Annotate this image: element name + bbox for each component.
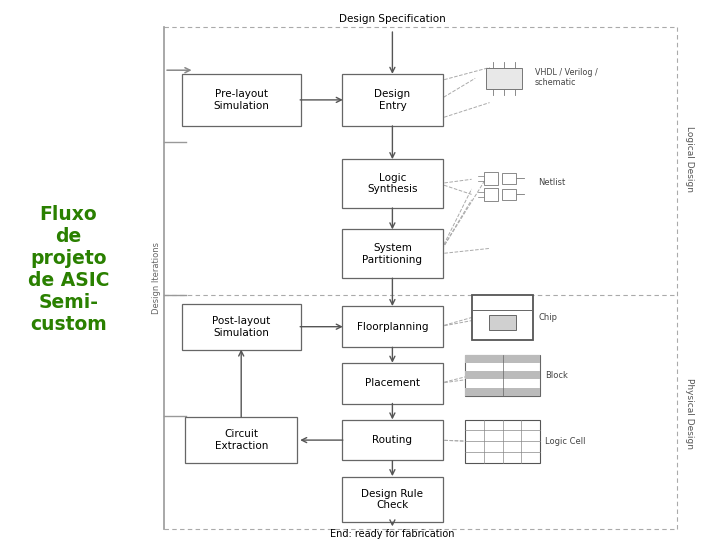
FancyBboxPatch shape <box>342 363 443 404</box>
FancyBboxPatch shape <box>186 417 297 463</box>
Text: VHDL / Verilog /
schematic: VHDL / Verilog / schematic <box>535 68 598 87</box>
Text: Logic Cell: Logic Cell <box>545 437 585 445</box>
Text: Netlist: Netlist <box>539 178 566 187</box>
Bar <box>465 388 540 396</box>
Bar <box>472 295 533 340</box>
Bar <box>465 355 540 396</box>
FancyBboxPatch shape <box>342 420 443 460</box>
Text: Placement: Placement <box>365 379 420 388</box>
Text: Physical Design: Physical Design <box>685 377 694 449</box>
Text: Logical Design: Logical Design <box>685 126 694 192</box>
FancyBboxPatch shape <box>181 75 301 126</box>
FancyBboxPatch shape <box>342 230 443 278</box>
FancyBboxPatch shape <box>342 75 443 126</box>
Text: End: ready for fabrication: End: ready for fabrication <box>330 529 454 538</box>
Text: Logic
Synthesis: Logic Synthesis <box>367 173 418 194</box>
FancyBboxPatch shape <box>342 306 443 347</box>
Text: Routing: Routing <box>372 435 413 445</box>
Text: Chip: Chip <box>539 313 557 322</box>
Text: System
Partitioning: System Partitioning <box>362 243 423 265</box>
Text: Circuit
Extraction: Circuit Extraction <box>215 429 268 451</box>
Text: Pre-layout
Simulation: Pre-layout Simulation <box>213 89 269 111</box>
Text: Design Specification: Design Specification <box>339 14 446 24</box>
Text: Design
Entry: Design Entry <box>374 89 410 111</box>
Text: Fluxo
de
projeto
de ASIC
Semi-
custom: Fluxo de projeto de ASIC Semi- custom <box>27 206 109 334</box>
Bar <box>502 173 516 184</box>
FancyBboxPatch shape <box>342 477 443 523</box>
Text: Post-layout
Simulation: Post-layout Simulation <box>212 316 270 338</box>
FancyBboxPatch shape <box>181 303 301 350</box>
Bar <box>502 189 516 200</box>
Bar <box>465 371 540 380</box>
Bar <box>484 188 498 201</box>
Bar <box>465 420 540 463</box>
Text: Design Iterations: Design Iterations <box>153 242 161 314</box>
Text: Floorplanning: Floorplanning <box>356 322 428 332</box>
Text: Block: Block <box>545 371 568 380</box>
Bar <box>484 172 498 185</box>
FancyBboxPatch shape <box>342 159 443 208</box>
Bar <box>489 315 516 330</box>
Bar <box>486 68 522 89</box>
Bar <box>465 355 540 363</box>
Text: Design Rule
Check: Design Rule Check <box>361 489 423 510</box>
